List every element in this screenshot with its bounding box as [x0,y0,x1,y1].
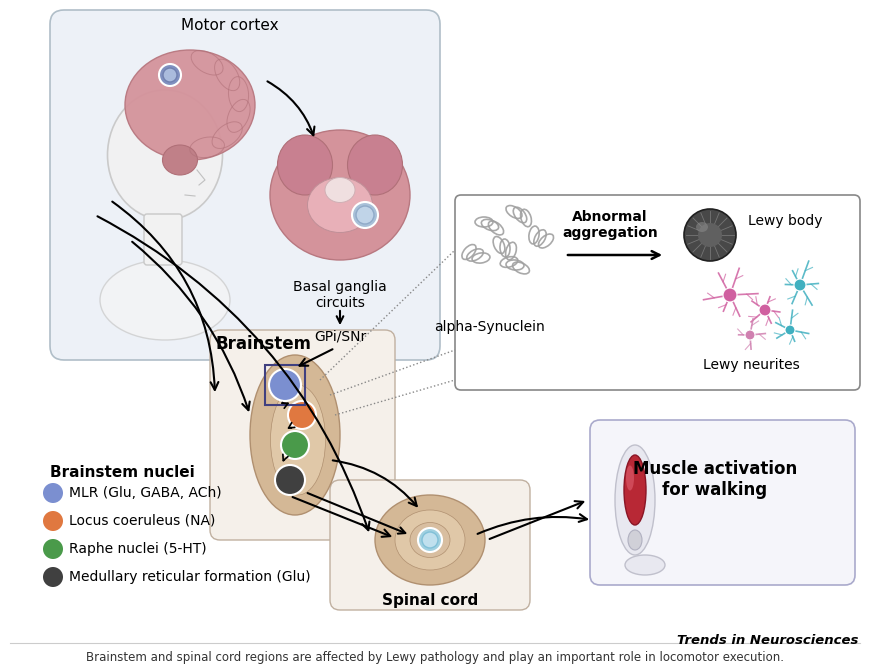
Text: Motor cortex: Motor cortex [181,18,278,33]
Circle shape [697,223,721,247]
Circle shape [43,483,63,503]
Circle shape [281,431,308,459]
Ellipse shape [270,385,325,495]
Ellipse shape [409,523,449,557]
Text: Basal ganglia
circuits: Basal ganglia circuits [293,280,387,310]
Circle shape [269,369,301,401]
FancyBboxPatch shape [209,330,395,540]
Ellipse shape [277,135,332,195]
Ellipse shape [307,178,372,232]
Circle shape [352,202,377,228]
Bar [265,365,305,405]
FancyBboxPatch shape [50,10,440,360]
Ellipse shape [325,178,355,202]
Ellipse shape [347,135,402,195]
Ellipse shape [624,555,664,575]
FancyBboxPatch shape [329,480,529,610]
Circle shape [159,64,181,86]
Circle shape [163,68,176,82]
Text: Abnormal
aggregation: Abnormal aggregation [561,210,657,241]
Text: Lewy body: Lewy body [747,214,821,228]
FancyBboxPatch shape [454,195,859,390]
Ellipse shape [249,355,340,515]
Ellipse shape [626,466,634,490]
Text: Brainstem: Brainstem [216,335,312,353]
Text: Medullary reticular formation (Glu): Medullary reticular formation (Glu) [69,570,310,584]
Circle shape [784,325,794,335]
Circle shape [355,206,374,224]
Ellipse shape [395,510,464,570]
Ellipse shape [627,530,641,550]
Text: Lewy neurites: Lewy neurites [702,358,799,372]
Ellipse shape [108,90,222,220]
Text: Trends in Neurosciences: Trends in Neurosciences [676,634,857,647]
Ellipse shape [100,260,229,340]
Text: Brainstem and spinal cord regions are affected by Lewy pathology and play an imp: Brainstem and spinal cord regions are af… [86,651,783,664]
Ellipse shape [614,445,654,555]
Circle shape [43,511,63,531]
Text: Brainstem nuclei: Brainstem nuclei [50,465,195,480]
Ellipse shape [163,145,197,175]
Circle shape [793,279,805,291]
Text: Raphe nuclei (5-HT): Raphe nuclei (5-HT) [69,542,207,556]
Ellipse shape [683,209,735,261]
Text: GPi/SNr: GPi/SNr [314,330,366,344]
Circle shape [421,532,437,548]
Circle shape [417,528,441,552]
Ellipse shape [623,455,646,525]
Circle shape [758,304,770,316]
Ellipse shape [375,495,484,585]
Ellipse shape [695,222,707,232]
Text: MLR (Glu, GABA, ACh): MLR (Glu, GABA, ACh) [69,486,222,500]
Text: alpha-Synuclein: alpha-Synuclein [434,320,545,334]
Ellipse shape [269,130,409,260]
FancyBboxPatch shape [589,420,854,585]
FancyBboxPatch shape [144,214,182,265]
Text: Muscle activation
for walking: Muscle activation for walking [632,460,796,498]
Circle shape [43,539,63,559]
Circle shape [43,567,63,587]
Ellipse shape [125,50,255,160]
Circle shape [288,401,315,429]
Circle shape [744,330,754,340]
Text: Spinal cord: Spinal cord [381,593,478,608]
Text: Locus coeruleus (NA): Locus coeruleus (NA) [69,514,216,528]
Circle shape [275,465,305,495]
Circle shape [722,288,736,302]
